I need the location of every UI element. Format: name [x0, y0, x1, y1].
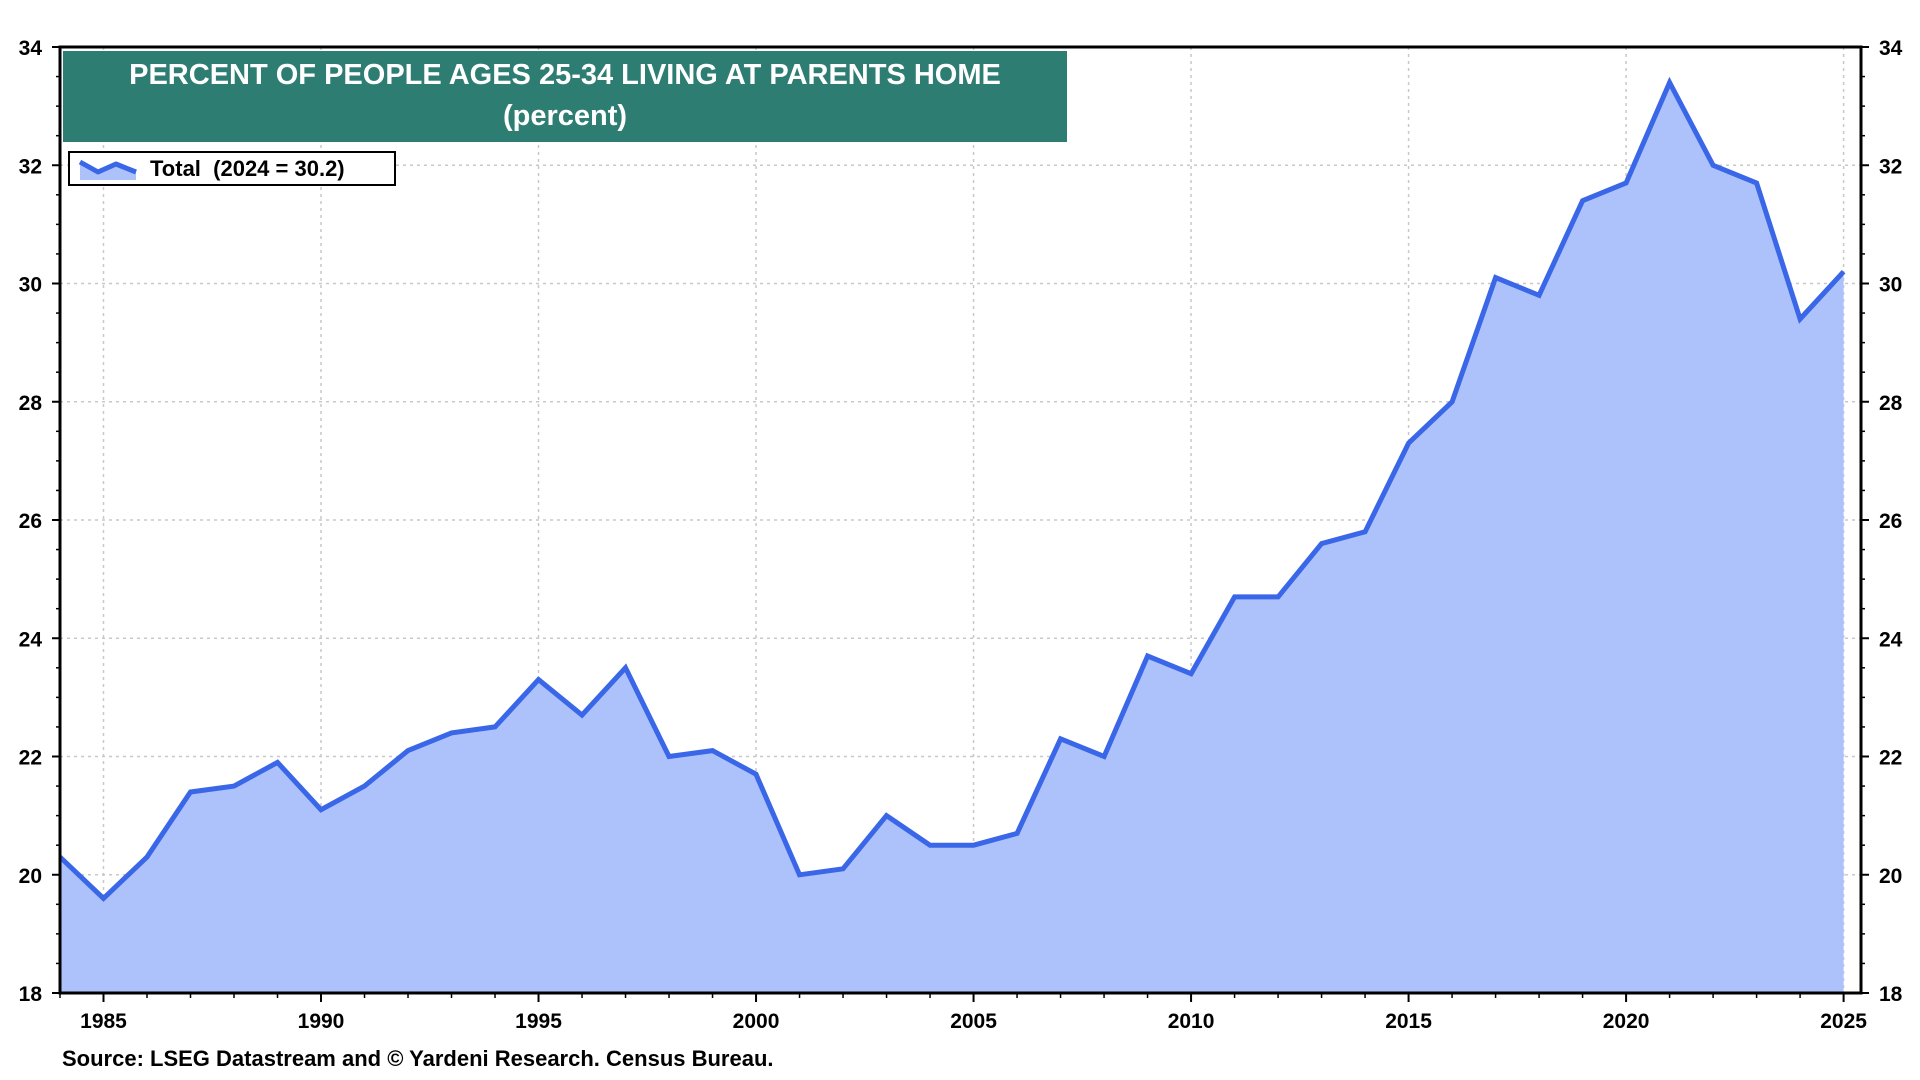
x-tick-label: 2020	[1603, 1010, 1650, 1033]
x-tick-label: 2015	[1385, 1010, 1432, 1033]
x-tick-label: 1995	[515, 1010, 562, 1033]
y-tick-label-right: 26	[1879, 510, 1902, 533]
legend: Total (2024 = 30.2)	[68, 151, 396, 186]
chart-subtitle: (percent)	[502, 100, 628, 132]
y-tick-label-left: 32	[19, 155, 42, 178]
y-tick-label-left: 30	[19, 274, 42, 297]
source-note: Source: LSEG Datastream and © Yardeni Re…	[62, 1046, 774, 1071]
y-tick-label-left: 18	[19, 983, 43, 1006]
y-tick-label-left: 24	[19, 628, 43, 651]
legend-line-icon	[78, 159, 137, 180]
legend-label: Total (2024 = 30.2)	[150, 155, 345, 181]
y-tick-label-right: 22	[1879, 747, 1902, 770]
y-tick-label-right: 30	[1879, 274, 1902, 297]
y-tick-label-left: 22	[19, 747, 42, 770]
x-tick-label: 1990	[298, 1010, 345, 1033]
chart-title: PERCENT OF PEOPLE AGES 25-34 LIVING AT P…	[129, 59, 1001, 91]
y-tick-label-right: 32	[1879, 155, 1902, 178]
x-tick-label: 2025	[1820, 1010, 1867, 1033]
x-tick-label: 2010	[1168, 1010, 1215, 1033]
chart-title-box: PERCENT OF PEOPLE AGES 25-34 LIVING AT P…	[63, 51, 1067, 142]
y-tick-label-left: 28	[19, 392, 43, 415]
x-tick-label: 2000	[733, 1010, 780, 1033]
x-tick-label: 2005	[950, 1010, 997, 1033]
x-tick-label: 1985	[80, 1010, 127, 1033]
y-tick-label-right: 20	[1879, 865, 1902, 888]
y-tick-label-left: 20	[19, 865, 42, 888]
y-tick-label-left: 26	[19, 510, 42, 533]
y-tick-label-right: 24	[1879, 628, 1903, 651]
y-tick-label-right: 18	[1879, 983, 1903, 1006]
y-tick-label-right: 34	[1879, 37, 1903, 60]
series-line	[58, 76, 1846, 902]
series-area	[60, 82, 1844, 993]
y-tick-label-right: 28	[1879, 392, 1903, 415]
y-tick-label-left: 34	[19, 37, 43, 60]
